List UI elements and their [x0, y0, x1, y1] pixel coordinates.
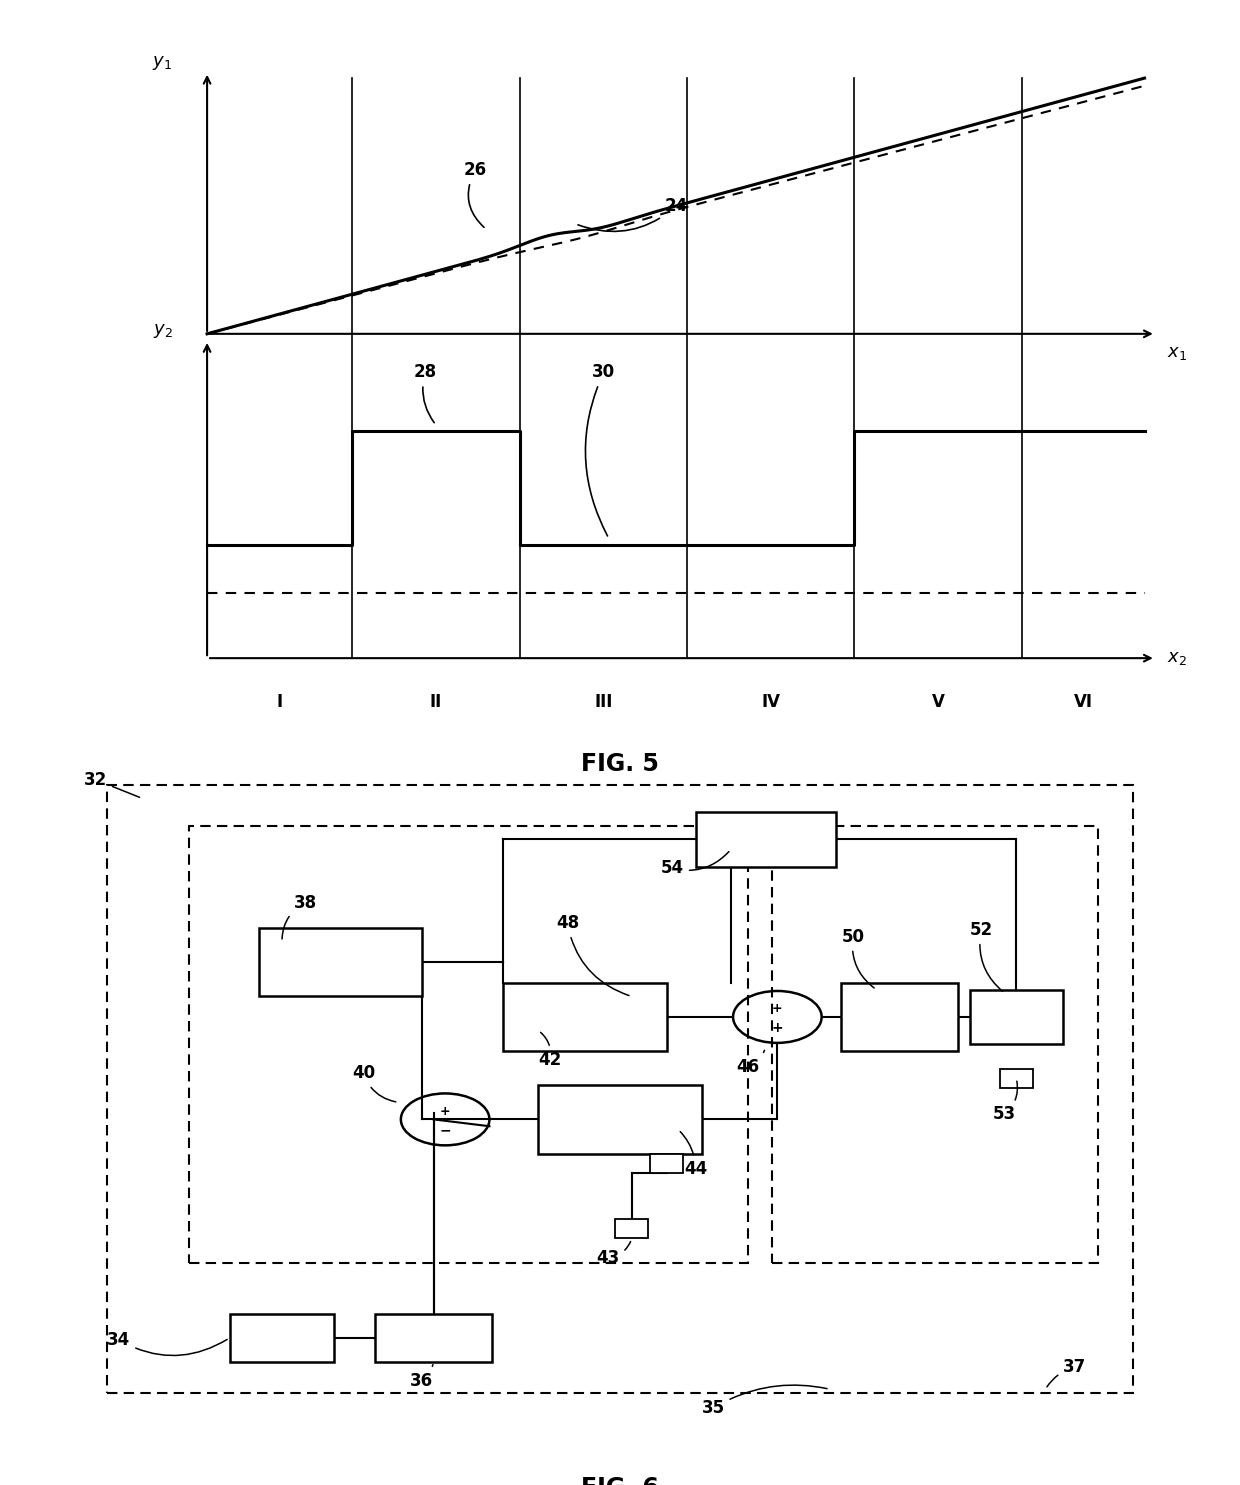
Text: +: +: [771, 1020, 784, 1035]
Text: IV: IV: [761, 693, 780, 711]
Text: 52: 52: [970, 921, 1002, 992]
Text: 35: 35: [702, 1386, 827, 1417]
Text: 48: 48: [556, 915, 629, 995]
FancyBboxPatch shape: [503, 983, 667, 1051]
Text: 50: 50: [842, 928, 874, 988]
Text: 42: 42: [538, 1032, 562, 1069]
Text: 32: 32: [84, 771, 140, 797]
FancyBboxPatch shape: [259, 928, 422, 996]
Text: 28: 28: [414, 364, 436, 423]
Text: +: +: [440, 1105, 450, 1118]
Text: 43: 43: [596, 1241, 631, 1267]
Text: FIG. 5: FIG. 5: [582, 753, 658, 777]
Text: I: I: [277, 693, 283, 711]
Text: 44: 44: [681, 1132, 707, 1178]
Text: 24: 24: [578, 198, 688, 232]
FancyBboxPatch shape: [999, 1069, 1033, 1089]
Text: 37: 37: [1047, 1359, 1086, 1387]
FancyBboxPatch shape: [229, 1314, 335, 1362]
Text: 38: 38: [281, 894, 316, 939]
Text: 26: 26: [464, 162, 487, 227]
Text: −: −: [439, 1123, 451, 1138]
Text: III: III: [594, 693, 613, 711]
FancyBboxPatch shape: [842, 983, 959, 1051]
FancyBboxPatch shape: [376, 1314, 492, 1362]
FancyBboxPatch shape: [538, 1086, 702, 1154]
Text: $y_1$: $y_1$: [153, 53, 172, 71]
Text: $x_1$: $x_1$: [1167, 343, 1187, 361]
Text: $y_2$: $y_2$: [153, 322, 172, 340]
Text: 46: 46: [737, 1050, 765, 1075]
Text: VI: VI: [1074, 693, 1092, 711]
Text: 53: 53: [993, 1081, 1018, 1123]
Text: FIG. 6: FIG. 6: [582, 1476, 658, 1485]
FancyBboxPatch shape: [970, 989, 1063, 1044]
Text: $x_2$: $x_2$: [1167, 649, 1187, 667]
Text: II: II: [430, 693, 441, 711]
Text: 30: 30: [585, 364, 615, 536]
Text: V: V: [931, 693, 945, 711]
Text: +: +: [773, 1002, 782, 1016]
Text: 40: 40: [352, 1065, 396, 1102]
Text: 34: 34: [107, 1331, 227, 1356]
FancyBboxPatch shape: [650, 1154, 683, 1173]
FancyBboxPatch shape: [615, 1219, 649, 1238]
Text: 36: 36: [410, 1365, 433, 1390]
Text: 54: 54: [661, 851, 729, 878]
FancyBboxPatch shape: [696, 812, 836, 867]
